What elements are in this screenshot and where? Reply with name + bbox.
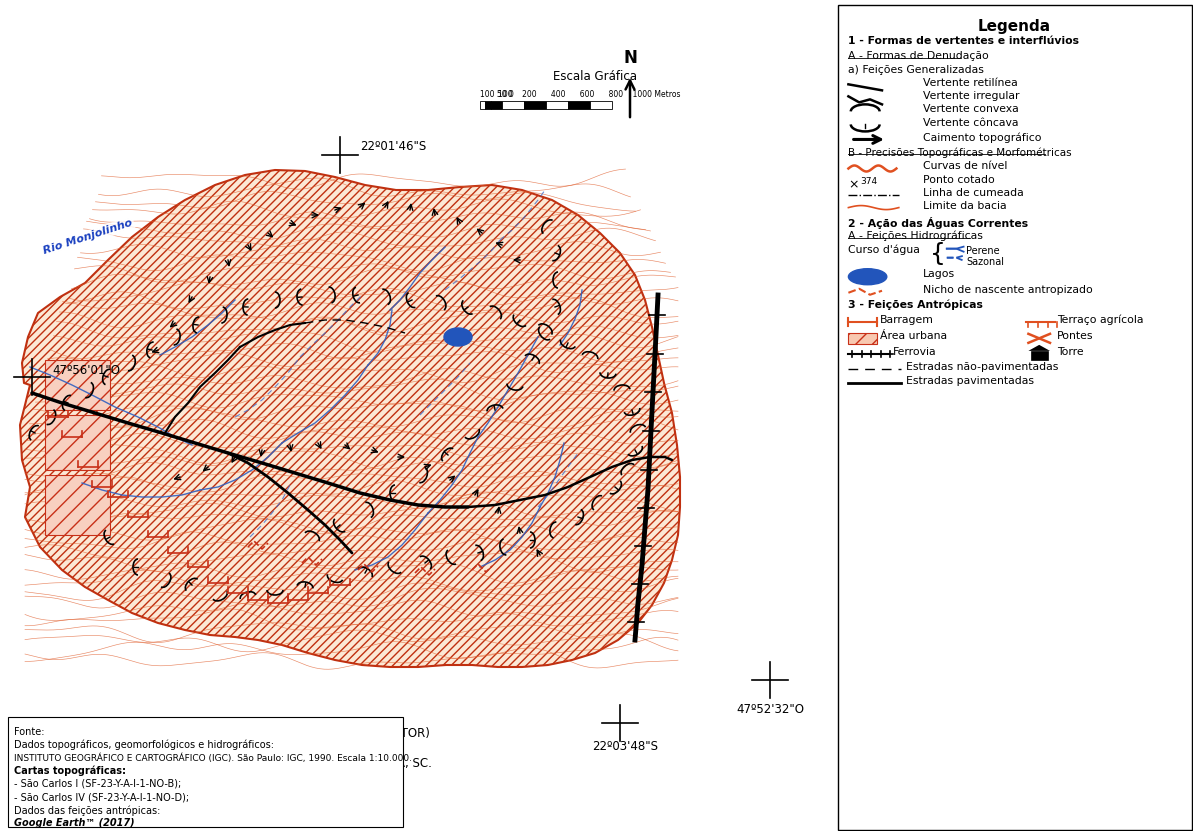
Text: Barragem: Barragem — [880, 315, 934, 325]
Text: Curso d'água: Curso d'água — [848, 245, 920, 256]
Text: Torre: Torre — [1057, 347, 1084, 357]
Text: Sazonal: Sazonal — [966, 256, 1004, 266]
Text: Escala Gráfica: Escala Gráfica — [553, 70, 637, 83]
Bar — [480, 101, 486, 109]
Bar — [502, 101, 524, 109]
Text: 374: 374 — [860, 176, 877, 185]
Bar — [46, 475, 110, 535]
Text: Vertente convexa: Vertente convexa — [923, 104, 1019, 114]
Bar — [46, 360, 110, 410]
Bar — [1031, 351, 1048, 360]
Text: a) Feições Generalizadas: a) Feições Generalizadas — [848, 65, 984, 75]
Bar — [524, 101, 546, 109]
Text: PROJEÇÃO UTM (UNIVERSAL TRANSVERSA MERCATOR)
REFERÊNCIA HORIZONTAL: SIRGAS2000.
: PROJEÇÃO UTM (UNIVERSAL TRANSVERSA MERCA… — [108, 725, 432, 785]
Bar — [486, 101, 491, 109]
Text: Dados topográficos, geomorfológicos e hidrográficos:: Dados topográficos, geomorfológicos e hi… — [14, 740, 274, 751]
Text: Rio Monjolinho: Rio Monjolinho — [42, 218, 133, 256]
Text: Nicho de nascente antropizado: Nicho de nascente antropizado — [923, 285, 1092, 295]
Polygon shape — [20, 170, 680, 667]
Text: N: N — [623, 49, 637, 67]
Text: Ponto cotado: Ponto cotado — [923, 175, 995, 185]
Text: Vertente retilínea: Vertente retilínea — [923, 78, 1018, 89]
Text: Google Earth™ (2017): Google Earth™ (2017) — [14, 818, 134, 828]
Text: INSTITUTO GEOGRÁFICO E CARTOGRÁFICO (IGC). São Paulo: IGC, 1990. Escala 1:10.000: INSTITUTO GEOGRÁFICO E CARTOGRÁFICO (IGC… — [14, 753, 412, 762]
Text: Limite da bacia: Limite da bacia — [923, 200, 1007, 210]
Text: 22º03'48"S: 22º03'48"S — [592, 740, 658, 753]
Bar — [546, 101, 568, 109]
Text: 22º01'46"S: 22º01'46"S — [360, 140, 426, 154]
Text: 47º56'01"O: 47º56'01"O — [52, 363, 120, 377]
Bar — [46, 415, 110, 470]
Text: Estradas não-pavimentadas: Estradas não-pavimentadas — [906, 362, 1058, 372]
Ellipse shape — [444, 328, 472, 346]
Text: Área urbana: Área urbana — [880, 331, 947, 341]
Text: Vertente côncava: Vertente côncava — [923, 119, 1019, 129]
Text: A - Feições Hidrográficas: A - Feições Hidrográficas — [848, 230, 983, 241]
Text: Ferrovia: Ferrovia — [893, 347, 936, 357]
Bar — [491, 101, 502, 109]
Text: - São Carlos IV (SF-23-Y-A-I-1-NO-D);: - São Carlos IV (SF-23-Y-A-I-1-NO-D); — [14, 792, 190, 802]
Ellipse shape — [848, 269, 887, 285]
Text: Lagos: Lagos — [923, 269, 955, 279]
Text: Legenda: Legenda — [978, 19, 1050, 34]
Text: 100    200      400      600      800    1000 Metros: 100 200 400 600 800 1000 Metros — [491, 90, 680, 99]
Text: A - Formas de Denudação: A - Formas de Denudação — [848, 51, 989, 61]
Text: {: { — [930, 241, 946, 266]
Bar — [590, 101, 612, 109]
Text: Perene: Perene — [966, 245, 1000, 256]
Text: Caimento topográfico: Caimento topográfico — [923, 133, 1042, 143]
Text: 1 - Formas de vertentes e interflúvios: 1 - Formas de vertentes e interflúvios — [848, 36, 1080, 46]
Text: 2 - Ação das Águas Correntes: 2 - Ação das Águas Correntes — [848, 216, 1028, 229]
Text: 100 50 0: 100 50 0 — [480, 90, 514, 99]
Bar — [848, 333, 877, 344]
Text: Fonte:: Fonte: — [14, 727, 44, 737]
Text: 3 - Feições Antrópicas: 3 - Feições Antrópicas — [848, 300, 983, 311]
Bar — [8, 717, 403, 827]
Text: Terraço agrícola: Terraço agrícola — [1057, 315, 1144, 326]
Polygon shape — [1028, 345, 1050, 351]
Text: Linha de cumeada: Linha de cumeada — [923, 188, 1024, 198]
Text: Curvas de nível: Curvas de nível — [923, 161, 1007, 171]
Text: - São Carlos I (SF-23-Y-A-I-1-NO-B);: - São Carlos I (SF-23-Y-A-I-1-NO-B); — [14, 779, 181, 789]
Text: Dados das feições antrópicas:: Dados das feições antrópicas: — [14, 805, 161, 816]
Text: Vertente irregular: Vertente irregular — [923, 91, 1019, 101]
Text: Estradas pavimentadas: Estradas pavimentadas — [906, 376, 1034, 386]
Bar — [568, 101, 590, 109]
Text: B - Precisões Topográficas e Morfométricas: B - Precisões Topográficas e Morfométric… — [848, 148, 1072, 158]
Text: 47º52'32"O: 47º52'32"O — [736, 703, 804, 716]
Text: Pontes: Pontes — [1057, 331, 1093, 341]
Text: Cartas topográficas:: Cartas topográficas: — [14, 766, 126, 777]
Text: ×: × — [848, 179, 859, 191]
